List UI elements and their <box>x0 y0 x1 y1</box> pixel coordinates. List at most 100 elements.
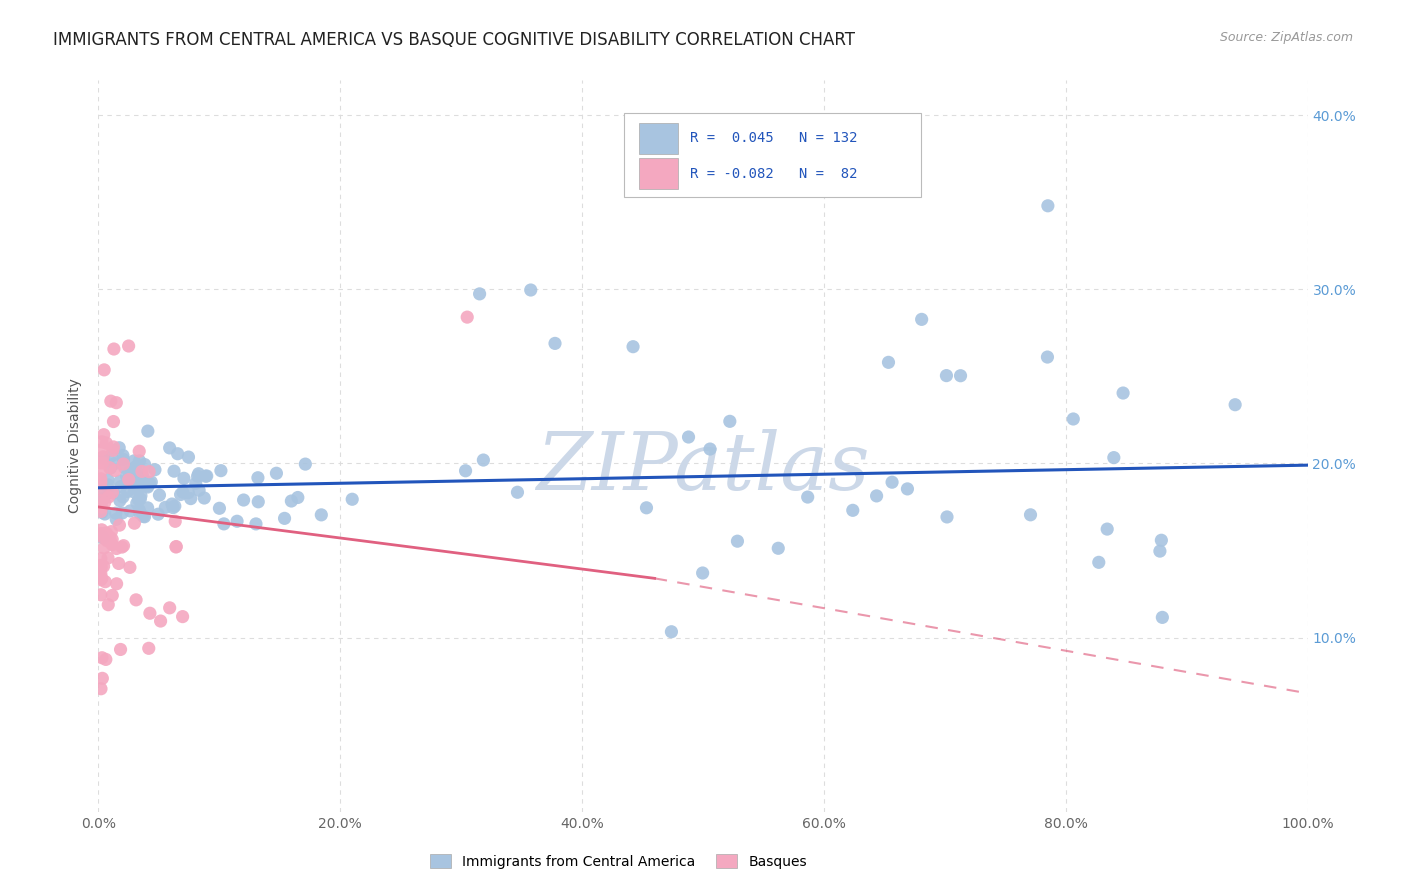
Point <box>128 492 150 507</box>
Point <box>159 600 181 615</box>
Point <box>90 526 112 541</box>
Point <box>172 485 194 500</box>
Point <box>143 463 166 477</box>
Point <box>1087 555 1109 569</box>
Point <box>90 573 112 587</box>
Point <box>246 471 269 485</box>
Point <box>454 464 477 478</box>
Point <box>114 460 136 475</box>
Point <box>1112 386 1135 401</box>
Point <box>108 441 131 455</box>
Point <box>188 483 211 498</box>
Point <box>112 452 135 467</box>
Point <box>118 470 141 484</box>
Point <box>90 527 112 541</box>
Point <box>91 483 114 498</box>
Point <box>177 450 200 464</box>
Point <box>134 509 156 524</box>
Point <box>90 523 112 537</box>
Point <box>108 518 131 533</box>
Point <box>91 493 114 508</box>
Point <box>194 469 217 483</box>
Point <box>138 641 160 656</box>
Point <box>865 489 887 503</box>
Point <box>146 507 169 521</box>
Point <box>110 479 132 493</box>
Point <box>165 540 187 554</box>
Point <box>118 465 141 479</box>
Point <box>208 501 231 516</box>
Point <box>136 500 159 515</box>
Point <box>896 482 918 496</box>
Point <box>91 505 114 519</box>
Point <box>768 541 790 556</box>
Point <box>128 454 150 468</box>
Point <box>90 588 112 602</box>
Point <box>122 454 145 468</box>
Point <box>93 363 115 377</box>
Point <box>124 516 146 531</box>
Legend: Immigrants from Central America, Basques: Immigrants from Central America, Basques <box>425 849 813 874</box>
Point <box>105 541 128 556</box>
Point <box>165 540 187 554</box>
Point <box>101 443 124 458</box>
Point <box>134 458 156 472</box>
Point <box>195 469 218 483</box>
Point <box>136 480 159 494</box>
Point <box>936 510 959 524</box>
Point <box>120 504 142 518</box>
Point <box>90 475 112 489</box>
Point <box>125 592 148 607</box>
Point <box>245 516 267 531</box>
Point <box>247 495 270 509</box>
Point <box>621 340 644 354</box>
Point <box>90 504 112 518</box>
Point <box>93 450 115 465</box>
Point <box>266 467 288 481</box>
Point <box>111 506 134 520</box>
Point <box>187 469 209 483</box>
Point <box>636 500 658 515</box>
Point <box>90 464 112 478</box>
Point <box>172 609 194 624</box>
Point <box>122 461 145 475</box>
Point <box>93 541 115 555</box>
Point <box>506 485 529 500</box>
Point <box>131 469 153 483</box>
Point <box>111 540 134 554</box>
Point <box>193 491 215 505</box>
Point <box>173 471 195 485</box>
Point <box>159 441 181 455</box>
Point <box>91 531 114 545</box>
Point <box>544 336 567 351</box>
Point <box>842 503 865 517</box>
FancyBboxPatch shape <box>624 113 921 197</box>
Point <box>187 467 209 481</box>
Point <box>177 485 200 500</box>
Point <box>118 560 141 574</box>
Point <box>100 534 122 549</box>
Point <box>110 642 132 657</box>
Point <box>90 456 112 470</box>
Point <box>209 464 232 478</box>
Point <box>90 571 112 585</box>
Point <box>91 530 114 544</box>
Point <box>98 460 121 475</box>
Point <box>1102 450 1125 465</box>
Point <box>122 485 145 500</box>
Point <box>91 450 114 464</box>
Point <box>273 511 295 525</box>
Point <box>90 560 112 574</box>
Point <box>1223 398 1246 412</box>
Point <box>91 434 114 449</box>
Point <box>97 551 120 566</box>
Point <box>103 342 125 356</box>
Point <box>96 526 118 541</box>
Point <box>112 457 135 471</box>
Point <box>105 576 128 591</box>
Point <box>107 557 129 571</box>
Point <box>117 339 139 353</box>
Point <box>1036 350 1059 364</box>
Point <box>149 614 172 628</box>
Point <box>139 476 162 491</box>
